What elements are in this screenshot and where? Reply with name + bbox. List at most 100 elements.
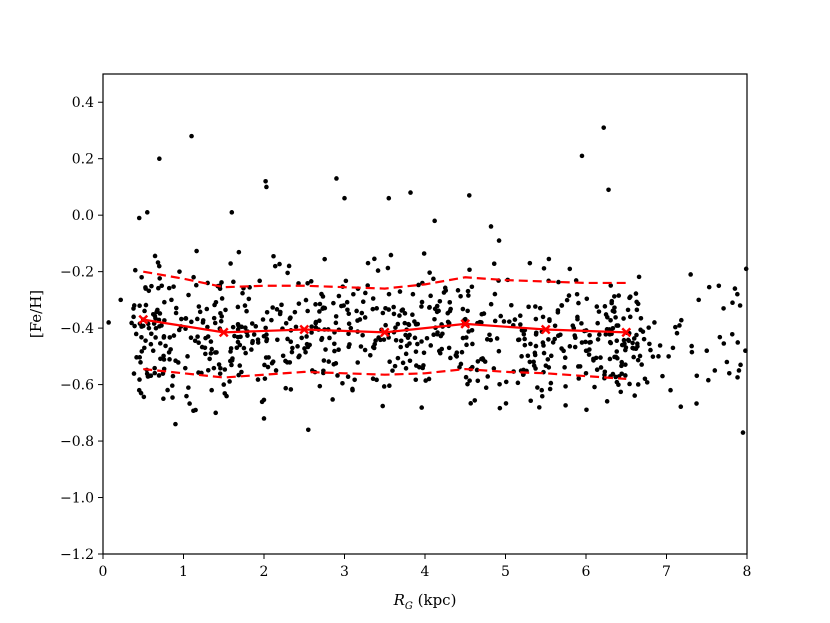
scatter-point — [563, 403, 568, 408]
scatter-point — [483, 385, 489, 391]
scatter-point — [133, 331, 139, 337]
scatter-point — [296, 281, 301, 286]
scatter-point — [398, 338, 404, 344]
scatter-point — [541, 343, 546, 348]
scatter-point — [308, 279, 314, 284]
scatter-point — [261, 416, 267, 421]
scatter-point — [566, 293, 572, 298]
scatter-point — [531, 363, 537, 368]
scatter-point — [166, 350, 172, 355]
scatter-point — [365, 260, 371, 266]
mean-marker — [138, 314, 149, 325]
scatter-point — [512, 317, 518, 322]
scatter-point — [335, 373, 340, 378]
scatter-point — [144, 210, 150, 215]
scatter-point — [355, 360, 361, 365]
scatter-point — [161, 353, 166, 359]
scatter-point — [156, 263, 162, 269]
scatter-point — [137, 377, 142, 382]
scatter-point — [380, 403, 386, 409]
scatter-point — [209, 346, 214, 352]
scatter-point — [613, 374, 618, 380]
scatter-point — [186, 385, 191, 390]
dispersion-band-line — [143, 270, 627, 290]
scatter-point — [506, 319, 512, 324]
scatter-point — [259, 399, 265, 405]
scatter-point — [163, 343, 168, 349]
scatter-point — [167, 335, 173, 340]
scatter-point — [602, 304, 608, 309]
scatter-point — [159, 283, 165, 289]
scatter-point — [465, 308, 470, 314]
scatter-point — [552, 323, 558, 329]
scatter-point — [595, 320, 600, 326]
scatter-point — [668, 387, 673, 393]
scatter-point — [584, 407, 589, 413]
x-tick-label: 2 — [260, 564, 269, 580]
scatter-point — [612, 294, 617, 299]
scatter-point — [717, 334, 723, 340]
scatter-point — [189, 133, 194, 139]
scatter-point — [296, 354, 301, 360]
scatter-point — [156, 285, 161, 291]
scatter-point — [189, 319, 194, 325]
y-tick-label: 0.2 — [72, 152, 94, 168]
scatter-point — [398, 344, 404, 350]
scatter-point — [616, 293, 622, 298]
scatter-point — [634, 332, 639, 338]
scatter-point — [136, 387, 142, 393]
scatter-point — [721, 341, 727, 346]
scatter-point — [196, 340, 201, 346]
scatter-point — [533, 304, 538, 309]
scatter-point — [219, 280, 224, 285]
scatter-point — [579, 153, 585, 159]
scatter-point — [428, 293, 433, 299]
scatter-point — [351, 291, 356, 297]
scatter-point — [540, 314, 546, 320]
scatter-point — [321, 358, 327, 363]
scatter-point — [619, 359, 625, 365]
scatter-point — [228, 261, 233, 266]
scatter-point — [446, 345, 452, 351]
scatter-point — [437, 298, 443, 304]
scatter-point — [279, 302, 284, 308]
scatter-point — [405, 335, 411, 341]
scatter-point — [289, 349, 295, 355]
scatter-point — [374, 377, 379, 383]
scatter-point — [406, 322, 412, 328]
scatter-point — [157, 341, 163, 346]
scatter-point — [634, 307, 640, 313]
scatter-point — [607, 356, 613, 362]
scatter-point — [205, 324, 210, 330]
scatter-point — [169, 297, 174, 303]
scatter-point — [391, 304, 396, 310]
scatter-point — [132, 323, 137, 329]
scatter-point — [162, 318, 167, 323]
scatter-point — [304, 334, 309, 339]
scatter-point — [242, 303, 248, 308]
scatter-point — [139, 349, 145, 354]
scatter-point — [627, 314, 633, 320]
scatter-point — [264, 336, 270, 342]
scatter-point — [323, 347, 328, 352]
scatter-point — [317, 301, 323, 307]
scatter-point — [666, 354, 671, 359]
scatter-point — [627, 381, 632, 387]
scatter-point — [363, 290, 368, 296]
scatter-point — [735, 375, 740, 380]
scatter-point — [391, 311, 397, 317]
scatter-point — [317, 383, 323, 389]
scatter-point — [615, 323, 621, 328]
scatter-point — [148, 341, 154, 347]
scatter-point — [492, 291, 498, 297]
scatter-point — [390, 368, 395, 373]
y-tick-label: 0.4 — [72, 95, 94, 111]
scatter-point — [288, 387, 294, 392]
scatter-point — [448, 355, 453, 361]
scatter-point — [277, 261, 282, 267]
scatter-point — [454, 350, 460, 355]
scatter-point — [572, 344, 578, 350]
scatter-point — [336, 293, 342, 299]
scatter-point — [355, 318, 360, 323]
